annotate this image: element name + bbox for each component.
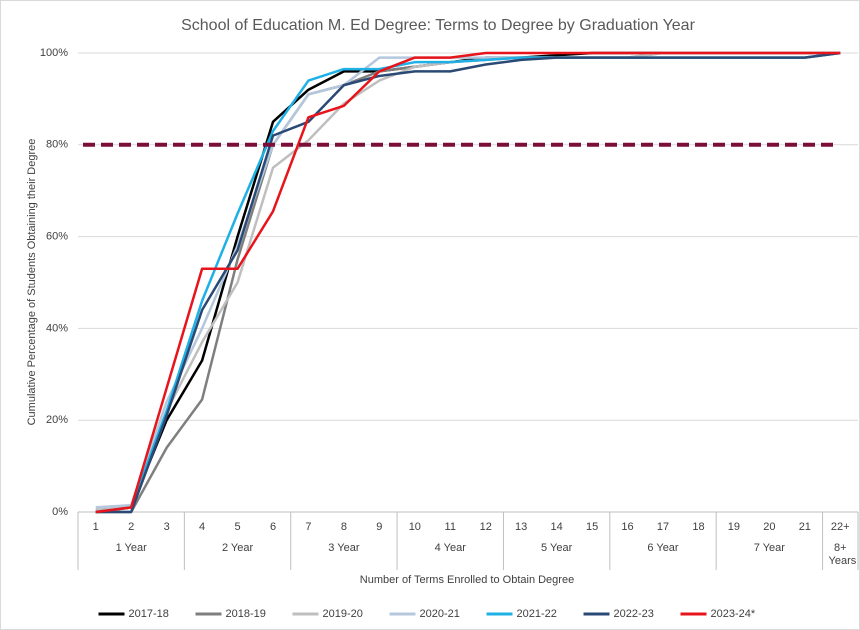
x-tick-label: 18 [692,521,704,533]
x-group-label: 3 Year [328,542,360,554]
x-tick-label: 21 [799,521,811,533]
legend-label: 2017-18 [129,608,169,620]
group-label-box: 4 Year [434,542,466,554]
x-tick-label: 10 [409,521,421,533]
x-tick-label: 6 [270,521,276,533]
x-tick-label: 2 [128,521,134,533]
x-tick-label: 7 [305,521,311,533]
y-tick-label: 40% [46,322,68,334]
legend-label: 2018-19 [226,608,266,620]
x-tick-label: 13 [515,521,527,533]
x-group-label: 8+ Years [828,542,857,567]
series-line [95,51,841,514]
x-tick-label: 12 [480,521,492,533]
x-group-label: 4 Year [434,542,466,554]
y-tick-label: 100% [40,47,68,59]
x-tick-label: 11 [445,521,456,533]
legend-label: 2019-20 [323,608,363,620]
chart-title: School of Education M. Ed Degree: Terms … [181,17,695,34]
legend-label: 2021-22 [517,608,557,620]
group-label-box: 5 Year [541,542,573,554]
legend-label: 2023-24* [711,608,756,620]
x-tick-label: 1 [93,521,99,533]
x-group-label: 2 Year [221,542,254,554]
x-axis-label: Number of Terms Enrolled to Obtain Degre… [360,574,574,586]
x-tick-label: 17 [657,521,669,533]
x-group-label: 5 Year [541,542,573,554]
y-tick-label: 60% [46,231,68,243]
x-tick-label: 9 [376,521,382,533]
series-line [95,51,841,514]
x-tick-label: 3 [164,521,170,533]
y-tick-label: 0% [52,506,68,518]
x-group-label: 6 Year [647,542,679,554]
x-tick-label: 8 [341,521,347,533]
group-label-box: 8+ Years [828,542,857,567]
x-tick-label: 15 [586,521,598,533]
y-tick-label: 80% [46,139,68,151]
x-group-label: 7 Year [753,542,785,554]
group-label-box: 3 Year [328,542,360,554]
x-group-label: 1 Year [115,542,147,554]
x-tick-label: 16 [621,521,633,533]
x-tick-label: 20 [763,521,775,533]
group-label-box: 7 Year [753,542,785,554]
legend-label: 2022-23 [614,608,654,620]
legend-label: 2020-21 [420,608,460,620]
group-label-box: 1 Year [115,542,147,554]
y-tick-label: 20% [46,414,68,426]
group-label-box: 6 Year [647,542,679,554]
x-tick-label: 22+ [831,521,850,533]
x-tick-label: 5 [234,521,240,533]
x-tick-label: 19 [728,521,740,533]
x-tick-label: 14 [551,521,563,533]
x-tick-label: 4 [199,521,205,533]
y-axis-label: Cumulative Percentage of Students Obtain… [26,139,38,426]
group-label-box: 2 Year [221,542,254,554]
